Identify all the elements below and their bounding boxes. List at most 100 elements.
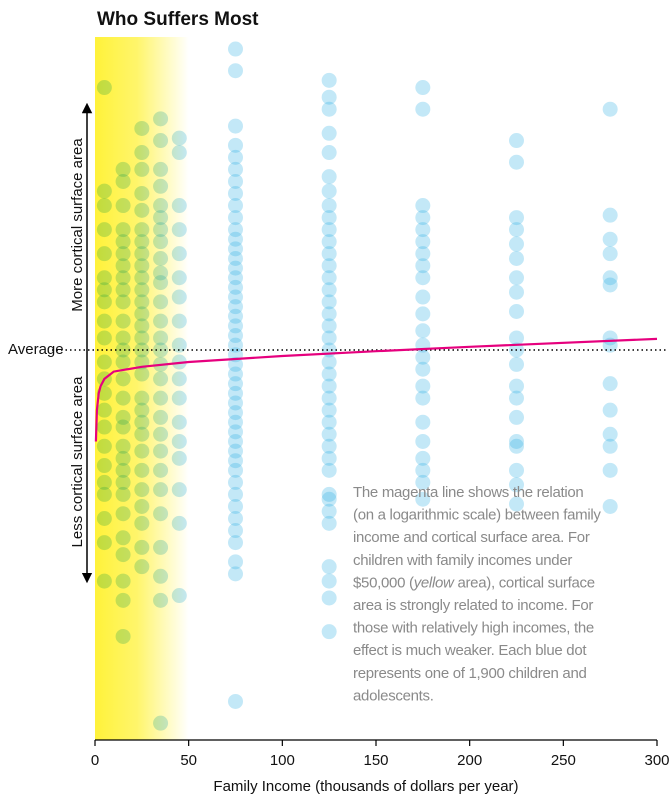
- dot: [228, 210, 243, 226]
- dot: [115, 173, 131, 189]
- dot: [509, 133, 524, 149]
- dot: [321, 503, 337, 519]
- dot: [115, 530, 131, 546]
- dot: [321, 222, 337, 238]
- dot: [415, 450, 431, 466]
- dot: [153, 111, 169, 127]
- dot: [509, 356, 524, 372]
- dot: [153, 426, 169, 442]
- dot: [96, 80, 112, 96]
- dot: [171, 390, 187, 406]
- dot: [134, 258, 150, 274]
- dot: [153, 715, 169, 731]
- dot: [134, 402, 150, 418]
- dot: [115, 438, 131, 454]
- dots-layer: [96, 41, 618, 731]
- dot: [134, 294, 150, 310]
- dot: [115, 506, 131, 522]
- dot: [228, 566, 243, 582]
- dot: [321, 573, 337, 589]
- dot: [415, 433, 431, 449]
- dot: [321, 101, 337, 117]
- dot: [321, 426, 337, 442]
- dot: [228, 161, 243, 177]
- dot: [171, 313, 187, 329]
- dot: [321, 559, 337, 575]
- dot: [415, 270, 431, 286]
- dot: [321, 169, 337, 185]
- annotation-text: yellow: [413, 574, 455, 591]
- dot: [115, 198, 131, 214]
- dot: [96, 222, 112, 238]
- annotation-text: effect is much weaker. Each blue dot: [353, 642, 587, 659]
- dot: [321, 246, 337, 262]
- dot: [115, 161, 131, 177]
- dot: [153, 313, 169, 329]
- dot: [96, 198, 112, 214]
- dot: [134, 120, 150, 136]
- dot: [602, 277, 618, 293]
- dot: [96, 486, 112, 502]
- dot: [602, 462, 618, 478]
- annotation-line: adolescents.: [353, 687, 434, 704]
- dot: [153, 198, 169, 214]
- dot: [509, 378, 524, 394]
- dot: [509, 462, 524, 478]
- dot: [171, 130, 187, 146]
- dot: [153, 506, 169, 522]
- dot: [415, 323, 431, 339]
- dot: [509, 390, 524, 406]
- annotation-text: children with family incomes under: [353, 552, 572, 569]
- dot: [134, 202, 150, 218]
- dot: [134, 515, 150, 531]
- dot: [228, 693, 243, 709]
- annotation-text: $50,000 (: [353, 574, 414, 591]
- dot: [134, 559, 150, 575]
- dot: [96, 270, 112, 286]
- annotation-text: area is strongly related to income. For: [353, 597, 593, 614]
- dot: [96, 573, 112, 589]
- dot: [509, 222, 524, 238]
- dot: [321, 145, 337, 161]
- dot: [321, 624, 337, 640]
- dot: [321, 72, 337, 88]
- dot: [153, 294, 169, 310]
- dot: [153, 409, 169, 425]
- dot: [153, 133, 169, 149]
- dot: [602, 402, 618, 418]
- dot: [321, 270, 337, 286]
- annotation-text: represents one of 1,900 children and: [353, 665, 587, 682]
- dot: [96, 294, 112, 310]
- dot: [321, 125, 337, 141]
- dot: [115, 313, 131, 329]
- dot: [509, 270, 524, 286]
- dot: [134, 426, 150, 442]
- dot: [171, 433, 187, 449]
- dot: [134, 414, 150, 430]
- dot: [509, 250, 524, 266]
- dot: [153, 275, 169, 291]
- dot: [228, 554, 243, 570]
- dot: [115, 354, 131, 370]
- dot: [115, 330, 131, 346]
- annotation-line: area is strongly related to income. For: [353, 597, 593, 614]
- dot: [509, 477, 524, 493]
- dot: [96, 438, 112, 454]
- dot: [415, 474, 431, 490]
- dot: [602, 376, 618, 392]
- dot: [228, 511, 243, 527]
- dot: [509, 409, 524, 425]
- dot: [96, 535, 112, 551]
- dot: [321, 462, 337, 478]
- annotation-line: represents one of 1,900 children and: [353, 665, 587, 682]
- foreground-layer: Average 0 50 100 150 200 250 300 Family Income (…: [8, 138, 670, 795]
- dot: [509, 438, 524, 454]
- dot: [115, 342, 131, 358]
- dot: [415, 306, 431, 322]
- dot: [115, 282, 131, 298]
- dot: [321, 234, 337, 250]
- dot: [228, 498, 243, 514]
- dot: [115, 450, 131, 466]
- dot: [134, 482, 150, 498]
